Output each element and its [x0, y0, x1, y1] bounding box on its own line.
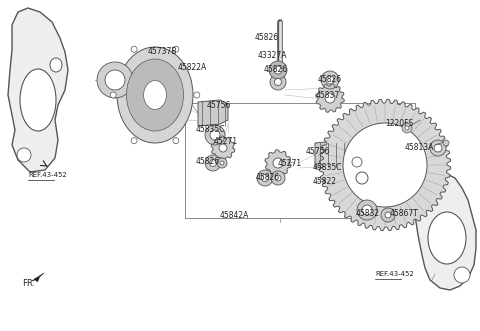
Circle shape: [173, 138, 179, 144]
Text: 1220FS: 1220FS: [385, 118, 413, 127]
Circle shape: [326, 76, 334, 84]
Ellipse shape: [50, 58, 62, 72]
Circle shape: [270, 74, 286, 90]
Circle shape: [443, 140, 449, 146]
Polygon shape: [32, 273, 44, 281]
Text: 45826: 45826: [318, 75, 342, 84]
Text: 45756: 45756: [207, 101, 231, 110]
Circle shape: [454, 267, 470, 283]
Text: 45737B: 45737B: [148, 48, 178, 57]
Polygon shape: [8, 8, 68, 172]
Circle shape: [275, 78, 281, 85]
Circle shape: [274, 66, 282, 74]
Text: 45826: 45826: [264, 66, 288, 74]
Circle shape: [385, 212, 391, 218]
Circle shape: [347, 152, 367, 172]
Circle shape: [381, 208, 395, 222]
Polygon shape: [316, 84, 344, 112]
Bar: [185, 103, 415, 218]
Circle shape: [97, 62, 133, 98]
Circle shape: [110, 92, 116, 98]
Circle shape: [131, 138, 137, 144]
Text: FR.: FR.: [22, 278, 35, 288]
Circle shape: [210, 130, 220, 140]
Circle shape: [131, 46, 137, 52]
Text: 45837: 45837: [316, 91, 340, 101]
Text: 45842A: 45842A: [220, 211, 250, 219]
Ellipse shape: [428, 212, 466, 264]
Text: 45822A: 45822A: [178, 64, 207, 72]
Circle shape: [343, 123, 427, 207]
Text: 45867T: 45867T: [390, 209, 419, 217]
Ellipse shape: [117, 47, 193, 143]
Circle shape: [205, 155, 221, 171]
Text: 45832: 45832: [356, 209, 380, 217]
Text: 45756: 45756: [306, 148, 330, 157]
Circle shape: [17, 148, 31, 162]
Polygon shape: [415, 172, 476, 290]
Circle shape: [257, 170, 273, 186]
Circle shape: [321, 71, 339, 89]
Polygon shape: [198, 100, 228, 126]
Polygon shape: [265, 150, 291, 176]
Circle shape: [205, 125, 225, 145]
Circle shape: [262, 174, 268, 181]
Circle shape: [219, 144, 227, 152]
Text: 45271: 45271: [214, 137, 238, 147]
Circle shape: [173, 46, 179, 52]
Text: 45835C: 45835C: [313, 163, 343, 171]
Text: 45826: 45826: [196, 157, 220, 166]
Circle shape: [430, 140, 446, 156]
Circle shape: [356, 172, 368, 184]
Circle shape: [105, 70, 125, 90]
Circle shape: [275, 175, 281, 181]
Circle shape: [269, 61, 287, 79]
Text: 45835C: 45835C: [196, 125, 226, 134]
Circle shape: [352, 157, 362, 167]
Circle shape: [362, 205, 372, 215]
Circle shape: [402, 123, 412, 133]
Text: REF.43-452: REF.43-452: [375, 271, 414, 277]
Ellipse shape: [127, 59, 183, 131]
Circle shape: [220, 161, 224, 165]
Circle shape: [271, 171, 285, 185]
Circle shape: [194, 92, 200, 98]
Text: REF.43-452: REF.43-452: [28, 172, 67, 178]
Ellipse shape: [20, 69, 56, 131]
Polygon shape: [211, 136, 235, 160]
Circle shape: [357, 200, 377, 220]
Polygon shape: [319, 99, 451, 231]
Circle shape: [217, 158, 227, 168]
Text: 45822: 45822: [313, 177, 337, 186]
Text: 43327A: 43327A: [258, 51, 288, 60]
Circle shape: [273, 158, 283, 168]
Text: 45826: 45826: [256, 172, 280, 181]
Circle shape: [350, 166, 374, 190]
Circle shape: [405, 126, 409, 130]
Ellipse shape: [144, 81, 167, 110]
Text: 45826: 45826: [255, 33, 279, 42]
Polygon shape: [315, 140, 355, 170]
Text: 45271: 45271: [278, 159, 302, 167]
Circle shape: [434, 144, 442, 152]
Text: 45813A: 45813A: [405, 144, 434, 153]
Circle shape: [209, 160, 216, 166]
Circle shape: [325, 93, 335, 103]
